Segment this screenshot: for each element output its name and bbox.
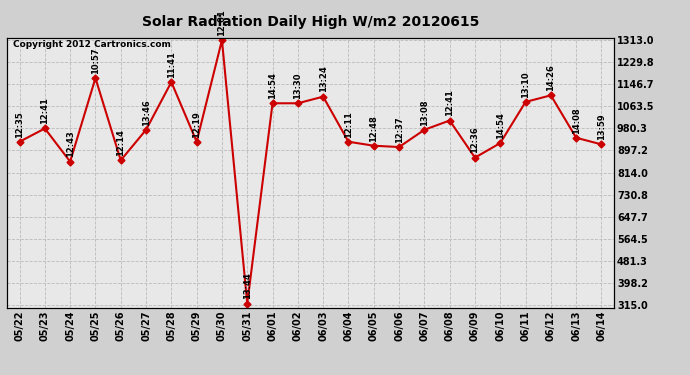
Text: 14:54: 14:54: [268, 72, 277, 99]
Text: 11:41: 11:41: [167, 51, 176, 78]
Text: 12:41: 12:41: [40, 98, 50, 124]
Text: 13:44: 13:44: [243, 273, 252, 299]
Text: 13:59: 13:59: [597, 114, 606, 140]
Text: 12:19: 12:19: [192, 111, 201, 138]
Text: 13:24: 13:24: [319, 66, 328, 93]
Text: Copyright 2012 Cartronics.com: Copyright 2012 Cartronics.com: [13, 40, 171, 49]
Text: Solar Radiation Daily High W/m2 20120615: Solar Radiation Daily High W/m2 20120615: [142, 15, 479, 29]
Text: 13:08: 13:08: [420, 99, 429, 126]
Text: 12:14: 12:14: [116, 129, 126, 156]
Text: 14:08: 14:08: [571, 107, 581, 134]
Text: 14:26: 14:26: [546, 64, 555, 91]
Text: 12:41: 12:41: [445, 90, 454, 116]
Text: 12:36: 12:36: [471, 127, 480, 153]
Text: 12:11: 12:11: [344, 111, 353, 138]
Text: 13:30: 13:30: [293, 73, 302, 99]
Text: 10:57: 10:57: [91, 47, 100, 74]
Text: 12:48: 12:48: [369, 115, 378, 141]
Text: 14:54: 14:54: [495, 112, 505, 139]
Text: 13:10: 13:10: [521, 71, 530, 98]
Text: 12:37: 12:37: [395, 116, 404, 143]
Text: 12:43: 12:43: [66, 131, 75, 158]
Text: 12:35: 12:35: [15, 111, 24, 138]
Text: 13:46: 13:46: [141, 99, 150, 126]
Text: 12:01: 12:01: [217, 9, 226, 36]
